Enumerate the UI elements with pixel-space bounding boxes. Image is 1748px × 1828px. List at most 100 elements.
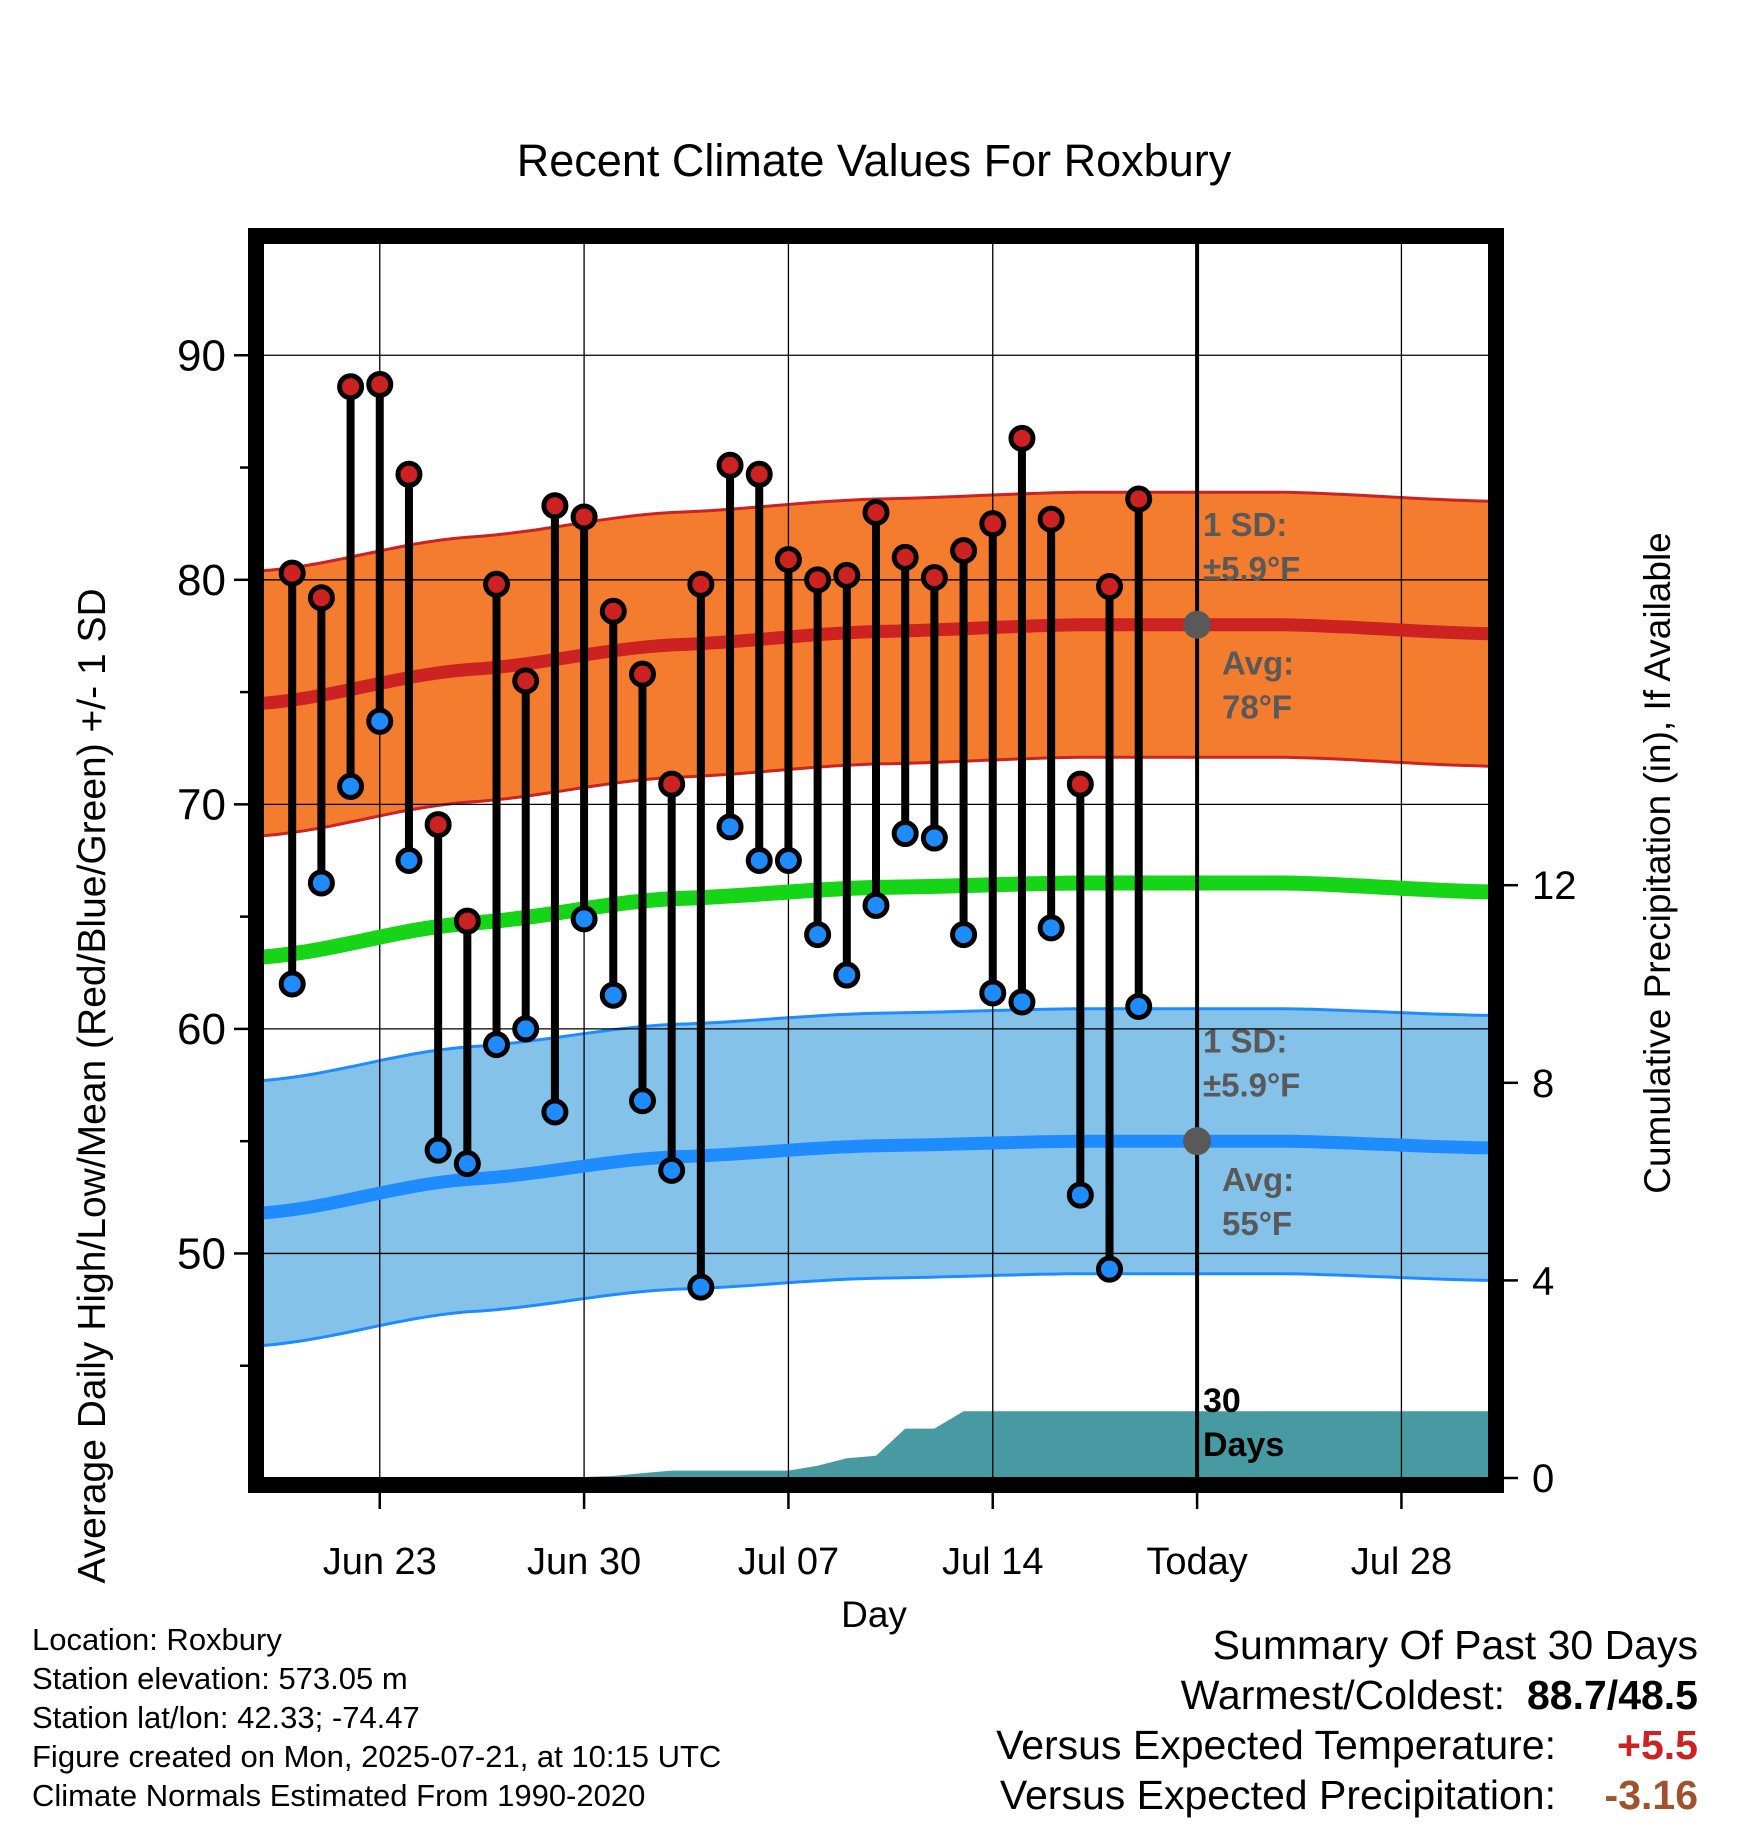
- low-avg-value: 55°F: [1222, 1205, 1292, 1242]
- daily-high-point: [833, 561, 861, 589]
- high-sd-label: 1 SD:: [1203, 506, 1287, 543]
- x-tick-label: Jun 30: [527, 1541, 641, 1583]
- daily-low-point: [979, 979, 1007, 1007]
- normals-text: Climate Normals Estimated From 1990-2020: [32, 1778, 646, 1813]
- y2-axis-label: Cumulative Precipitation (in), If Availa…: [1637, 532, 1678, 1194]
- daily-high-point: [453, 907, 481, 935]
- y2-tick-label: 8: [1532, 1062, 1554, 1106]
- warm-cold-value: 88.7/48.5: [1527, 1672, 1698, 1718]
- y-tick-label: 50: [177, 1229, 226, 1278]
- temp-value: +5.5: [1617, 1722, 1698, 1768]
- daily-low-point: [1125, 992, 1153, 1020]
- daily-high-point: [658, 770, 686, 798]
- warm-cold-label: Warmest/Coldest:: [1180, 1672, 1505, 1718]
- daily-high-point: [1037, 505, 1065, 533]
- high-avg-value: 78°F: [1222, 689, 1292, 726]
- x-tick-label: Jul 07: [738, 1541, 839, 1583]
- precip-label: Versus Expected Precipitation:: [999, 1772, 1556, 1818]
- summary-title: Summary Of Past 30 Days: [1212, 1622, 1698, 1668]
- daily-low-point: [1008, 988, 1036, 1016]
- location-text: Location: Roxbury: [32, 1622, 282, 1657]
- days-count: 30: [1203, 1382, 1241, 1420]
- y-axis-label: Average Daily High/Low/Mean (Red/Blue/Gr…: [71, 588, 114, 1583]
- daily-low-point: [307, 869, 335, 897]
- daily-high-point: [570, 503, 598, 531]
- x-tick-label: Jun 23: [323, 1541, 437, 1583]
- daily-low-point: [1096, 1255, 1124, 1283]
- daily-high-point: [979, 510, 1007, 538]
- created-text: Figure created on Mon, 2025-07-21, at 10…: [32, 1739, 722, 1774]
- daily-low-point: [483, 1031, 511, 1059]
- daily-high-point: [745, 460, 773, 488]
- y2-tick-label: 0: [1532, 1457, 1554, 1501]
- daily-high-point: [774, 546, 802, 574]
- daily-high-point: [424, 811, 452, 839]
- daily-low-point: [716, 813, 744, 841]
- daily-high-point: [804, 566, 832, 594]
- y2-tick-label: 12: [1532, 864, 1577, 908]
- x-axis-label: Day: [841, 1594, 907, 1635]
- daily-low-point: [950, 921, 978, 949]
- low-sd-band: [263, 1008, 1489, 1346]
- low-sd-value: ±5.9°F: [1203, 1067, 1300, 1104]
- daily-high-point: [337, 373, 365, 401]
- elevation-text: Station elevation: 573.05 m: [32, 1661, 408, 1696]
- precip-value: -3.16: [1604, 1772, 1698, 1818]
- daily-high-point: [716, 451, 744, 479]
- latlon-text: Station lat/lon: 42.33; -74.47: [32, 1700, 420, 1735]
- daily-high-point: [541, 492, 569, 520]
- x-tick-label: Jul 14: [942, 1541, 1043, 1583]
- low-sd-label: 1 SD:: [1203, 1023, 1287, 1060]
- station-info: Location: Roxbury Station elevation: 573…: [32, 1620, 721, 1815]
- y-tick-label: 70: [177, 780, 226, 829]
- daily-low-point: [570, 905, 598, 933]
- daily-high-point: [278, 559, 306, 587]
- high-avg-label: Avg:: [1222, 645, 1294, 682]
- daily-high-point: [483, 570, 511, 598]
- daily-low-point: [804, 921, 832, 949]
- daily-low-point: [599, 981, 627, 1009]
- daily-low-point: [512, 1015, 540, 1043]
- days-label: Days: [1203, 1426, 1284, 1464]
- daily-low-point: [658, 1156, 686, 1184]
- summary-row-precip: Versus Expected Precipitation: -3.16: [996, 1770, 1698, 1820]
- daily-low-point: [862, 891, 890, 919]
- normal-low-line: [262, 1134, 1490, 1220]
- today-low-marker: [1183, 1127, 1212, 1156]
- daily-low-point: [424, 1136, 452, 1164]
- daily-low-point: [395, 847, 423, 874]
- y-tick-label: 90: [177, 331, 226, 380]
- y-tick-label: 60: [177, 1005, 226, 1054]
- daily-high-point: [862, 498, 890, 526]
- daily-high-point: [628, 660, 656, 688]
- daily-high-point: [1008, 424, 1036, 452]
- chart-title: Recent Climate Values For Roxbury: [517, 135, 1232, 186]
- today-high-marker: [1183, 610, 1212, 639]
- x-tick-label: Today: [1146, 1541, 1247, 1583]
- temp-label: Versus Expected Temperature:: [996, 1722, 1556, 1768]
- daily-low-point: [833, 961, 861, 989]
- precip-area: [263, 1411, 1489, 1478]
- daily-high-point: [891, 543, 919, 571]
- x-tick-label: Jul 28: [1351, 1541, 1452, 1583]
- daily-low-point: [891, 820, 919, 848]
- plot-area: 1 SD: ±5.9°F Avg: 78°F 1 SD: ±5.9°F Avg: 55°F 30…: [177, 228, 1577, 1583]
- summary-row-warm-cold: Warmest/Coldest: 88.7/48.5: [996, 1670, 1698, 1720]
- daily-low-point: [453, 1150, 481, 1178]
- daily-high-point: [307, 584, 335, 612]
- daily-low-point: [628, 1087, 656, 1115]
- daily-high-point: [512, 667, 540, 695]
- daily-high-point: [366, 370, 394, 398]
- plot-frame: [248, 228, 1504, 1493]
- low-band-lower-edge: [262, 1272, 1490, 1347]
- daily-low-point: [366, 707, 394, 735]
- daily-high-point: [599, 597, 627, 625]
- low-avg-label: Avg:: [1222, 1161, 1294, 1198]
- daily-high-point: [1125, 485, 1153, 513]
- daily-high-point: [395, 460, 423, 488]
- y2-tick-label: 4: [1532, 1259, 1554, 1303]
- daily-low-point: [687, 1273, 715, 1301]
- daily-high-point: [687, 570, 715, 598]
- daily-high-point: [950, 537, 978, 565]
